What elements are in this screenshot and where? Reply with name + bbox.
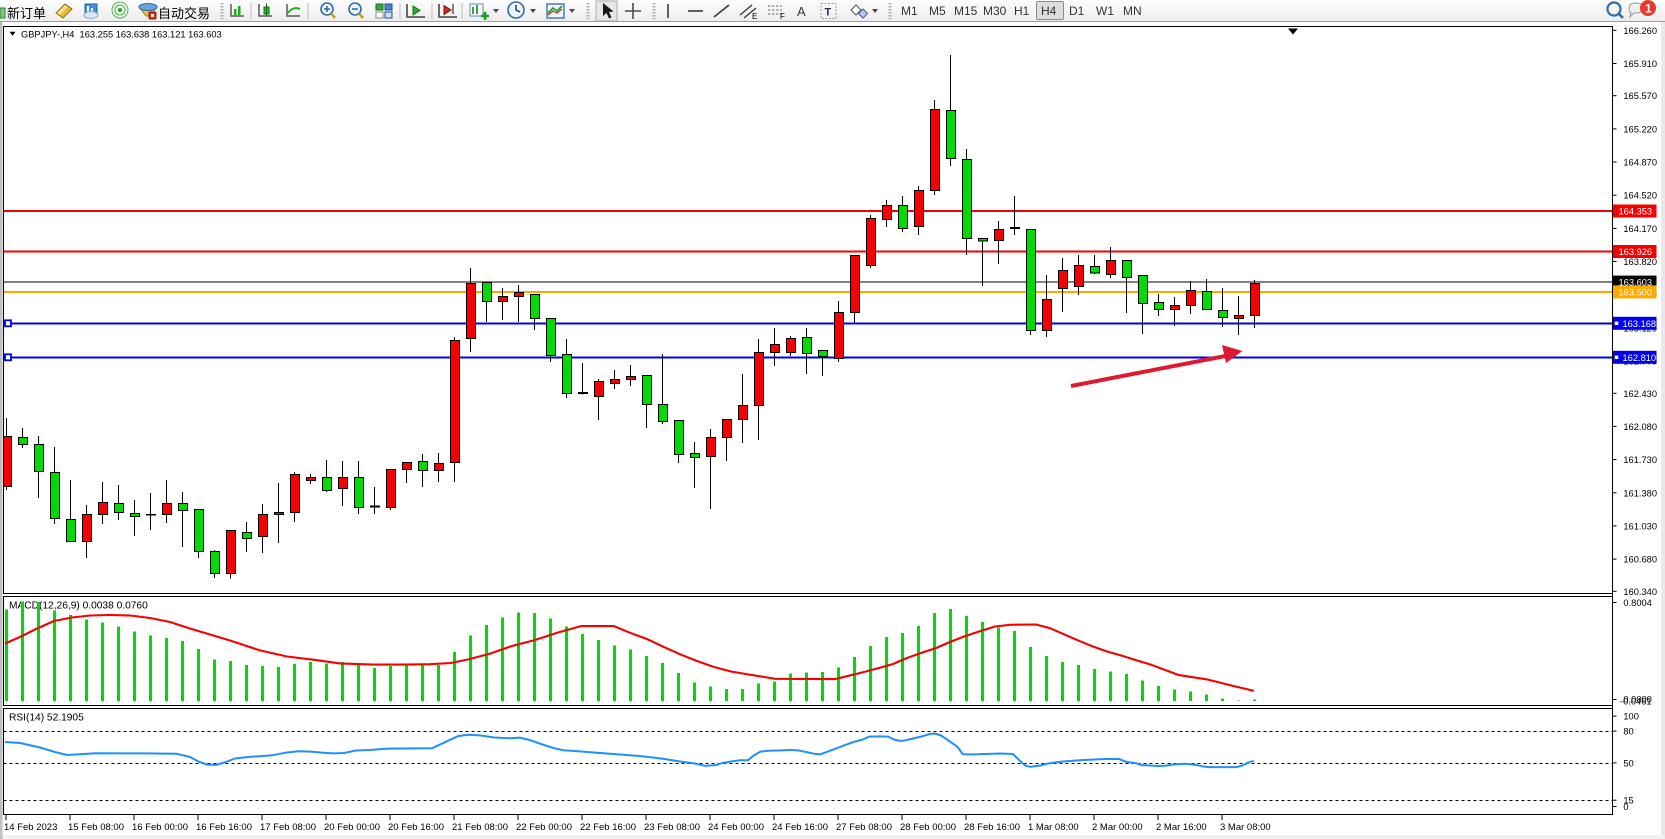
- svg-text:160.340: 160.340: [1623, 587, 1657, 597]
- svg-text:163.820: 163.820: [1623, 257, 1657, 267]
- svg-text:28 Feb 00:00: 28 Feb 00:00: [900, 822, 956, 833]
- svg-text:20 Feb 00:00: 20 Feb 00:00: [324, 822, 380, 833]
- svg-text:162.430: 162.430: [1623, 389, 1657, 399]
- svg-text:E: E: [752, 12, 757, 21]
- svg-text:165.220: 165.220: [1623, 124, 1657, 134]
- svg-text:164.520: 164.520: [1623, 191, 1657, 201]
- svg-text:0.8004: 0.8004: [1623, 598, 1651, 608]
- svg-text:165.570: 165.570: [1623, 91, 1657, 101]
- svg-text:16 Feb 00:00: 16 Feb 00:00: [132, 822, 188, 833]
- svg-text:163.168: 163.168: [1623, 319, 1657, 329]
- svg-text:24 Feb 16:00: 24 Feb 16:00: [772, 822, 828, 833]
- svg-text:163.926: 163.926: [1619, 247, 1653, 257]
- svg-text:20 Feb 16:00: 20 Feb 16:00: [388, 822, 444, 833]
- svg-text:14 Feb 2023: 14 Feb 2023: [4, 822, 57, 833]
- svg-text:80: 80: [1623, 727, 1633, 737]
- svg-text:1 Mar 08:00: 1 Mar 08:00: [1028, 822, 1079, 833]
- svg-text:T: T: [825, 7, 832, 19]
- svg-text:0.0000: 0.0000: [1623, 695, 1651, 705]
- svg-text:GBPJPY-,H4 163.255 163.638 16: GBPJPY-,H4 163.255 163.638 163.121 163.6…: [21, 30, 222, 40]
- svg-text:24 Feb 00:00: 24 Feb 00:00: [708, 822, 764, 833]
- svg-text:17 Feb 08:00: 17 Feb 08:00: [260, 822, 316, 833]
- svg-text:3 Mar 08:00: 3 Mar 08:00: [1220, 822, 1271, 833]
- svg-text:F: F: [780, 12, 785, 21]
- svg-text:161.730: 161.730: [1623, 455, 1657, 465]
- svg-text:164.353: 164.353: [1619, 207, 1653, 217]
- svg-text:162.080: 162.080: [1623, 422, 1657, 432]
- svg-text:15: 15: [1623, 796, 1633, 806]
- svg-text:160.680: 160.680: [1623, 555, 1657, 565]
- svg-text:0: 0: [1623, 802, 1628, 812]
- svg-text:50: 50: [1623, 758, 1633, 768]
- svg-text:MACD(12,26,9) 0.0038 0.0760: MACD(12,26,9) 0.0038 0.0760: [9, 601, 148, 612]
- svg-text:164.870: 164.870: [1623, 158, 1657, 168]
- svg-text:165.910: 165.910: [1623, 59, 1657, 69]
- svg-text:2 Mar 16:00: 2 Mar 16:00: [1156, 822, 1207, 833]
- svg-text:21 Feb 08:00: 21 Feb 08:00: [452, 822, 508, 833]
- svg-text:RSI(14) 52.1905: RSI(14) 52.1905: [9, 713, 84, 724]
- svg-text:161.380: 161.380: [1623, 488, 1657, 498]
- svg-text:162.810: 162.810: [1623, 353, 1657, 363]
- svg-text:23 Feb 08:00: 23 Feb 08:00: [644, 822, 700, 833]
- svg-text:1: 1: [1645, 2, 1652, 16]
- svg-text:2 Mar 00:00: 2 Mar 00:00: [1092, 822, 1143, 833]
- svg-text:27 Feb 08:00: 27 Feb 08:00: [836, 822, 892, 833]
- svg-text:16 Feb 16:00: 16 Feb 16:00: [196, 822, 252, 833]
- svg-text:15 Feb 08:00: 15 Feb 08:00: [68, 822, 124, 833]
- svg-text:164.170: 164.170: [1623, 224, 1657, 234]
- svg-text:-0.0461: -0.0461: [1620, 697, 1652, 707]
- svg-text:161.030: 161.030: [1623, 521, 1657, 531]
- svg-text:28 Feb 16:00: 28 Feb 16:00: [964, 822, 1020, 833]
- svg-text:100: 100: [1623, 712, 1639, 722]
- svg-text:166.260: 166.260: [1623, 26, 1657, 36]
- svg-text:22 Feb 16:00: 22 Feb 16:00: [580, 822, 636, 833]
- svg-text:A: A: [797, 4, 806, 19]
- svg-text:163.500: 163.500: [1619, 287, 1653, 297]
- svg-text:22 Feb 00:00: 22 Feb 00:00: [516, 822, 572, 833]
- svg-text:163.603: 163.603: [1619, 278, 1653, 288]
